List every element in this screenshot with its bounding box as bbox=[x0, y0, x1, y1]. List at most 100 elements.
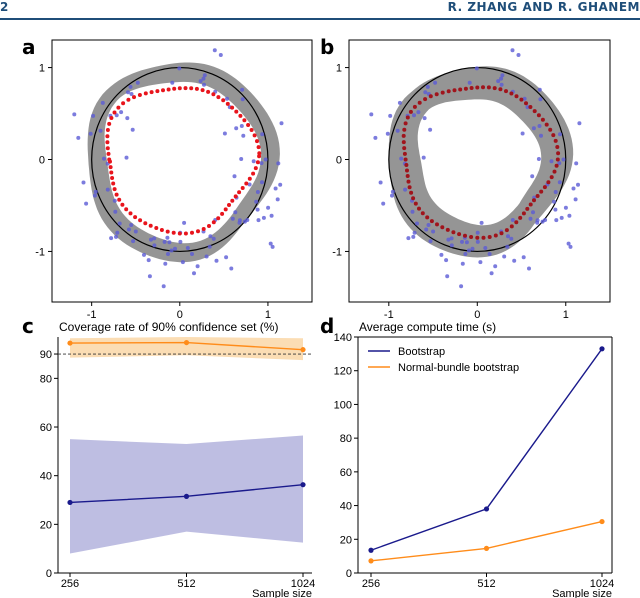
sample-point bbox=[428, 239, 433, 244]
estimated-manifold-point bbox=[554, 163, 559, 168]
sample-point bbox=[525, 105, 530, 110]
panel-b-scatter: -1 0 1 1 0 -1 bbox=[332, 39, 611, 321]
estimated-manifold-point bbox=[200, 88, 205, 93]
estimated-manifold-point bbox=[121, 101, 126, 106]
sample-point bbox=[561, 157, 566, 162]
sample-point bbox=[114, 113, 119, 118]
estimated-manifold-point bbox=[159, 228, 164, 232]
sample-point bbox=[449, 236, 454, 241]
sample-point bbox=[553, 190, 558, 194]
estimated-manifold-point bbox=[177, 86, 182, 91]
sample-point bbox=[464, 240, 469, 245]
x-tick-label: -1 bbox=[384, 309, 394, 321]
sample-point bbox=[390, 193, 394, 198]
estimated-manifold-point bbox=[137, 93, 142, 97]
estimated-manifold-point bbox=[475, 85, 480, 90]
series-point bbox=[368, 558, 374, 564]
estimated-manifold-point bbox=[492, 86, 497, 91]
sample-point bbox=[270, 244, 275, 249]
sample-point bbox=[445, 274, 450, 279]
sample-point bbox=[397, 100, 402, 105]
estimated-manifold-point bbox=[528, 202, 533, 207]
sample-point bbox=[528, 216, 533, 221]
estimated-manifold-point bbox=[519, 97, 524, 102]
sample-point bbox=[574, 161, 579, 166]
sample-point bbox=[425, 84, 430, 89]
estimated-manifold-point bbox=[404, 163, 409, 167]
sample-point bbox=[275, 197, 280, 202]
estimated-manifold-point bbox=[402, 127, 407, 132]
sample-point bbox=[84, 201, 89, 206]
estimated-manifold-point bbox=[514, 94, 519, 99]
x-tick-label: 256 bbox=[362, 578, 380, 590]
sample-point bbox=[499, 76, 504, 81]
estimated-manifold-point bbox=[172, 86, 177, 91]
sample-point bbox=[222, 131, 227, 136]
estimated-manifold-point bbox=[535, 194, 540, 198]
x-tick-label: 512 bbox=[177, 578, 195, 590]
estimated-manifold-point bbox=[138, 218, 143, 223]
sample-point bbox=[278, 182, 283, 187]
y-tick-label: 40 bbox=[40, 471, 52, 483]
estimated-manifold-point bbox=[411, 196, 416, 201]
estimated-manifold-point bbox=[552, 169, 557, 174]
sample-point bbox=[499, 82, 504, 87]
sample-point bbox=[165, 235, 170, 240]
sample-point bbox=[395, 128, 400, 133]
estimated-manifold-point bbox=[481, 235, 486, 240]
estimated-manifold-point bbox=[417, 206, 421, 211]
estimated-manifold-point bbox=[237, 190, 242, 195]
sample-point bbox=[510, 218, 515, 222]
estimated-manifold-point bbox=[133, 215, 138, 220]
sample-point bbox=[502, 254, 507, 259]
estimated-manifold-point bbox=[106, 151, 111, 156]
estimated-manifold-point bbox=[401, 133, 406, 138]
sample-point bbox=[369, 112, 374, 117]
sample-point bbox=[509, 236, 514, 241]
estimated-manifold-point bbox=[525, 206, 530, 211]
sample-point bbox=[460, 261, 465, 266]
sample-point bbox=[129, 92, 134, 96]
y-tick-label: 60 bbox=[340, 467, 352, 479]
sample-point bbox=[119, 110, 124, 115]
estimated-manifold-point bbox=[458, 87, 463, 92]
estimated-manifold-point bbox=[251, 171, 256, 176]
estimated-manifold-point bbox=[207, 224, 211, 228]
estimated-manifold-point bbox=[120, 202, 125, 207]
sample-point bbox=[412, 113, 416, 118]
sample-point bbox=[543, 218, 548, 222]
estimated-manifold-point bbox=[549, 175, 554, 180]
sample-point bbox=[428, 127, 433, 132]
series-point bbox=[483, 545, 490, 551]
sample-point bbox=[260, 132, 265, 137]
sample-point bbox=[72, 112, 77, 117]
sample-point bbox=[245, 218, 250, 222]
sample-point bbox=[416, 110, 421, 115]
sample-point bbox=[218, 53, 223, 57]
y-tick-label: 80 bbox=[40, 373, 52, 385]
sample-point bbox=[475, 239, 480, 244]
sample-point bbox=[185, 246, 190, 250]
sample-point bbox=[214, 258, 219, 263]
sample-point bbox=[439, 252, 444, 257]
estimated-manifold-point bbox=[532, 109, 537, 114]
estimated-manifold-point bbox=[546, 180, 551, 185]
estimated-manifold-point bbox=[406, 179, 411, 184]
legend-entry: Normal-bundle bootstrap bbox=[398, 362, 519, 374]
estimated-manifold-point bbox=[143, 91, 148, 96]
legend-entry: Bootstrap bbox=[398, 346, 445, 358]
estimated-manifold-point bbox=[108, 165, 113, 170]
sample-point bbox=[201, 76, 206, 81]
estimated-manifold-point bbox=[196, 229, 200, 234]
y-tick-label: 90 bbox=[40, 349, 52, 361]
sample-point bbox=[76, 135, 81, 140]
estimated-manifold-point bbox=[498, 87, 503, 92]
series-point bbox=[368, 547, 374, 553]
estimated-manifold-point bbox=[171, 230, 176, 235]
estimated-manifold-point bbox=[257, 154, 262, 159]
sample-point bbox=[378, 180, 383, 185]
sample-point bbox=[459, 284, 464, 289]
sample-point bbox=[105, 187, 110, 192]
estimated-manifold-point bbox=[256, 145, 261, 150]
estimated-manifold-point bbox=[216, 95, 221, 100]
